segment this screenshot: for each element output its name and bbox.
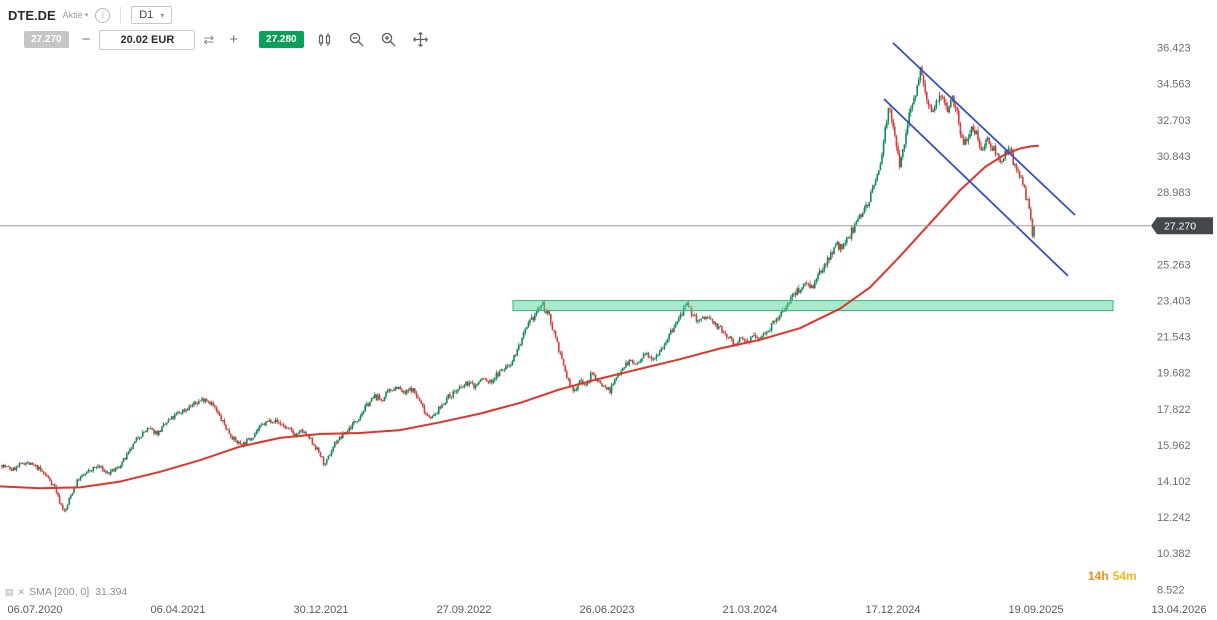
toolbar-row-1: DTE.DE Aktie ▾ i D1 ▾ bbox=[8, 6, 173, 24]
svg-text:34.563: 34.563 bbox=[1157, 79, 1191, 91]
svg-text:25.263: 25.263 bbox=[1157, 259, 1191, 271]
svg-text:06.07.2020: 06.07.2020 bbox=[7, 604, 62, 616]
svg-text:19.09.2025: 19.09.2025 bbox=[1008, 604, 1063, 616]
svg-text:30.843: 30.843 bbox=[1157, 151, 1191, 163]
instrument-type-dropdown[interactable]: Aktie ▾ bbox=[63, 10, 89, 20]
svg-text:10.382: 10.382 bbox=[1157, 548, 1191, 560]
svg-text:23.403: 23.403 bbox=[1157, 295, 1191, 307]
toolbar-row-2: 27.270 − 20.02 EUR ⇄ + 27.280 bbox=[24, 29, 431, 50]
svg-text:14.102: 14.102 bbox=[1157, 476, 1191, 488]
zoom-in-icon[interactable] bbox=[378, 29, 399, 50]
svg-text:32.703: 32.703 bbox=[1157, 115, 1191, 127]
indicator-legend: ▤ ✕ SMA [200, 0] 31.394 bbox=[5, 586, 127, 598]
toolbar-divider bbox=[120, 7, 122, 23]
svg-text:21.03.2024: 21.03.2024 bbox=[722, 604, 777, 616]
chevron-down-icon: ▾ bbox=[160, 10, 165, 20]
indicator-settings-icon[interactable]: ▤ bbox=[5, 586, 14, 597]
timeframe-label: D1 bbox=[139, 9, 154, 21]
svg-text:06.04.2021: 06.04.2021 bbox=[150, 604, 205, 616]
svg-text:27.09.2022: 27.09.2022 bbox=[436, 604, 491, 616]
candle-countdown: 14h 54m bbox=[1088, 569, 1137, 583]
svg-text:12.242: 12.242 bbox=[1157, 512, 1191, 524]
svg-text:8.522: 8.522 bbox=[1157, 584, 1185, 596]
svg-text:36.423: 36.423 bbox=[1157, 43, 1191, 55]
increase-button[interactable]: + bbox=[224, 32, 243, 47]
chevron-down-icon: ▾ bbox=[84, 12, 89, 19]
swap-icon[interactable]: ⇄ bbox=[203, 31, 215, 47]
indicator-remove-icon[interactable]: ✕ bbox=[17, 586, 26, 597]
ask-price-badge[interactable]: 27.280 bbox=[259, 31, 304, 48]
decrease-button[interactable]: − bbox=[77, 32, 96, 47]
svg-text:19.682: 19.682 bbox=[1157, 368, 1191, 380]
svg-text:27.270: 27.270 bbox=[1164, 221, 1196, 233]
svg-text:28.983: 28.983 bbox=[1157, 187, 1191, 199]
svg-text:30.12.2021: 30.12.2021 bbox=[293, 604, 348, 616]
indicator-label: SMA [200, 0] bbox=[29, 586, 90, 598]
bid-price-badge[interactable]: 27.270 bbox=[24, 31, 69, 48]
indicator-value: 31.394 bbox=[95, 586, 128, 598]
info-icon[interactable]: i bbox=[95, 7, 111, 23]
svg-text:17.822: 17.822 bbox=[1157, 404, 1191, 416]
zoom-out-icon[interactable] bbox=[346, 29, 367, 50]
svg-text:15.962: 15.962 bbox=[1157, 440, 1191, 452]
svg-text:26.06.2023: 26.06.2023 bbox=[579, 604, 634, 616]
svg-text:21.543: 21.543 bbox=[1157, 332, 1191, 344]
instrument-type-label: Aktie bbox=[62, 10, 83, 20]
countdown-hours: 14h bbox=[1088, 569, 1109, 583]
chart-type-icon[interactable] bbox=[315, 30, 335, 50]
svg-text:17.12.2024: 17.12.2024 bbox=[865, 604, 920, 616]
symbol-title: DTE.DE bbox=[8, 7, 56, 23]
svg-text:13.04.2026: 13.04.2026 bbox=[1151, 604, 1206, 616]
timeframe-dropdown[interactable]: D1 ▾ bbox=[131, 6, 173, 24]
countdown-minutes: 54m bbox=[1112, 569, 1137, 583]
order-value-input[interactable]: 20.02 EUR bbox=[99, 29, 196, 50]
pan-icon[interactable] bbox=[410, 29, 431, 50]
